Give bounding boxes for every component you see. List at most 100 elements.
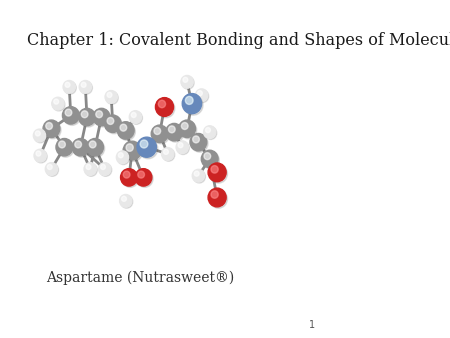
Circle shape <box>135 169 152 186</box>
Circle shape <box>204 153 211 160</box>
Circle shape <box>120 194 132 207</box>
Circle shape <box>117 122 134 139</box>
Circle shape <box>176 141 189 153</box>
Circle shape <box>163 149 168 154</box>
Circle shape <box>35 150 47 163</box>
Circle shape <box>46 164 58 176</box>
Circle shape <box>106 92 118 104</box>
Circle shape <box>57 140 74 157</box>
Circle shape <box>34 130 46 143</box>
Circle shape <box>184 95 203 115</box>
Circle shape <box>107 92 112 97</box>
Circle shape <box>75 141 81 148</box>
Circle shape <box>81 111 88 118</box>
Circle shape <box>140 140 148 148</box>
Circle shape <box>123 171 130 178</box>
Circle shape <box>99 164 112 176</box>
Circle shape <box>34 149 46 162</box>
Circle shape <box>96 111 103 118</box>
Circle shape <box>122 170 139 187</box>
Circle shape <box>52 97 64 110</box>
Circle shape <box>107 118 114 124</box>
Circle shape <box>179 120 195 138</box>
Circle shape <box>192 169 204 182</box>
Circle shape <box>63 80 75 93</box>
Circle shape <box>129 111 142 123</box>
Circle shape <box>119 123 135 141</box>
Circle shape <box>208 188 226 207</box>
Circle shape <box>211 166 218 173</box>
Circle shape <box>53 98 65 111</box>
Circle shape <box>54 99 58 104</box>
Circle shape <box>46 122 53 129</box>
Circle shape <box>86 164 91 170</box>
Circle shape <box>166 123 183 141</box>
Circle shape <box>64 108 81 125</box>
Circle shape <box>136 170 153 187</box>
Circle shape <box>65 82 70 88</box>
Circle shape <box>181 122 188 129</box>
Circle shape <box>35 131 40 136</box>
Circle shape <box>204 127 217 140</box>
Circle shape <box>185 96 193 104</box>
Circle shape <box>151 125 168 143</box>
Circle shape <box>208 163 226 182</box>
Circle shape <box>211 191 218 198</box>
Circle shape <box>33 129 45 142</box>
Circle shape <box>155 98 174 116</box>
Circle shape <box>79 80 91 93</box>
Circle shape <box>58 141 65 148</box>
Circle shape <box>45 163 58 175</box>
Circle shape <box>131 113 136 118</box>
Circle shape <box>138 171 144 178</box>
Circle shape <box>178 143 183 148</box>
Circle shape <box>80 81 92 94</box>
Circle shape <box>93 108 110 126</box>
Circle shape <box>191 135 208 152</box>
Circle shape <box>122 196 126 201</box>
Circle shape <box>193 136 199 143</box>
Circle shape <box>72 139 89 156</box>
Circle shape <box>195 89 208 102</box>
Circle shape <box>130 112 143 124</box>
Circle shape <box>139 139 158 159</box>
Circle shape <box>168 126 175 133</box>
Circle shape <box>209 164 228 183</box>
Circle shape <box>73 140 90 157</box>
Circle shape <box>43 120 60 138</box>
Circle shape <box>120 124 127 131</box>
Circle shape <box>182 76 194 89</box>
Circle shape <box>203 126 216 139</box>
Circle shape <box>162 148 175 161</box>
Circle shape <box>118 153 123 158</box>
Circle shape <box>126 144 133 151</box>
Circle shape <box>90 141 96 148</box>
Circle shape <box>121 169 137 186</box>
Circle shape <box>137 137 157 157</box>
Circle shape <box>180 121 197 139</box>
Circle shape <box>121 195 133 208</box>
Circle shape <box>65 109 72 116</box>
Circle shape <box>44 121 61 139</box>
Circle shape <box>56 139 73 156</box>
Circle shape <box>106 116 122 134</box>
Circle shape <box>105 91 117 103</box>
Text: Aspartame (Nutrasweet®): Aspartame (Nutrasweet®) <box>46 271 234 285</box>
Circle shape <box>209 190 228 208</box>
Circle shape <box>84 163 96 175</box>
Circle shape <box>196 90 209 102</box>
Circle shape <box>81 82 86 88</box>
Circle shape <box>206 127 211 132</box>
Circle shape <box>193 170 206 183</box>
Circle shape <box>123 141 141 160</box>
Circle shape <box>157 99 175 118</box>
Circle shape <box>64 81 76 94</box>
Circle shape <box>87 139 104 156</box>
Circle shape <box>85 164 97 176</box>
Circle shape <box>158 100 166 108</box>
Circle shape <box>79 108 95 126</box>
Circle shape <box>198 91 203 96</box>
Circle shape <box>125 143 143 161</box>
Circle shape <box>183 77 188 82</box>
Circle shape <box>94 110 111 127</box>
